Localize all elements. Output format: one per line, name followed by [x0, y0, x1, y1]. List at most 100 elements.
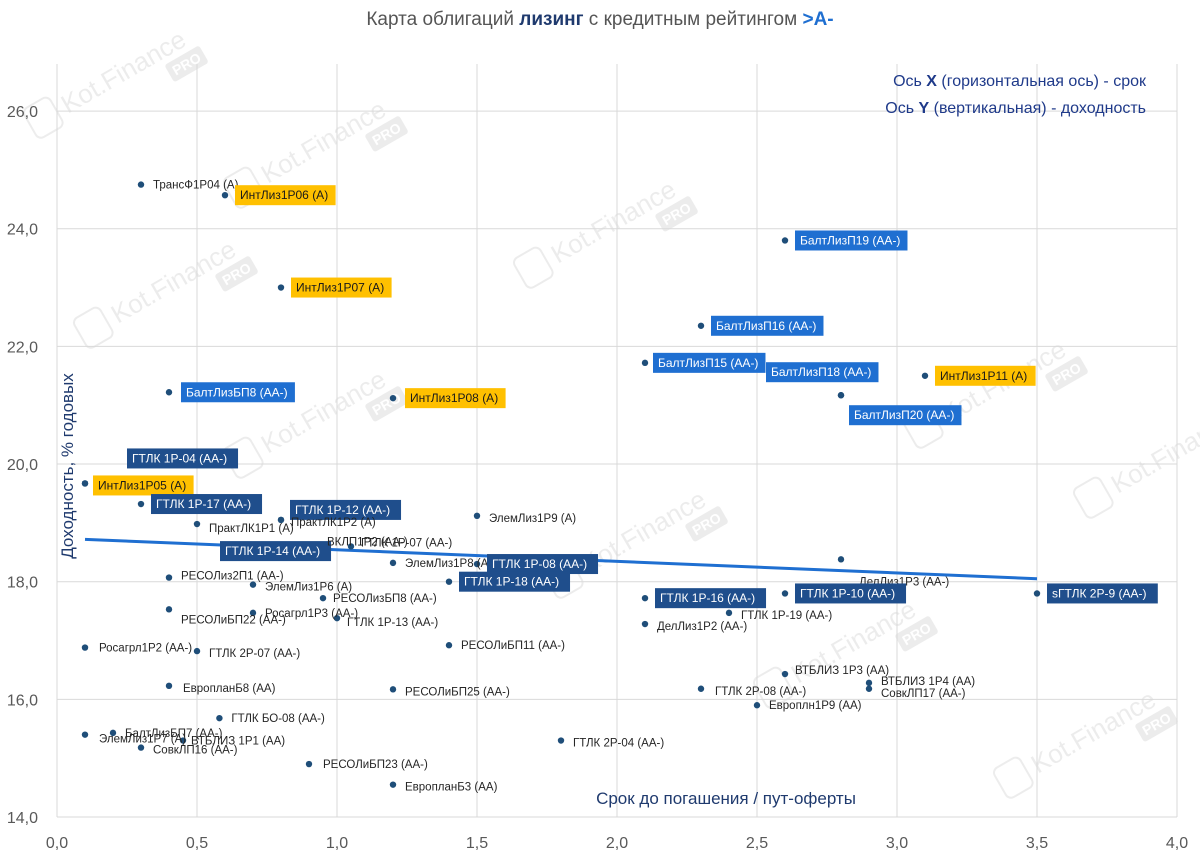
y-tick-label: 20,0 [7, 457, 38, 474]
label-background [795, 583, 907, 604]
x-tick-label: 3,0 [886, 835, 908, 852]
data-point [389, 559, 397, 567]
point-label-box: ГТЛК 1Р-14 (AA-) [220, 541, 332, 562]
note-suffix: (горизонтальная ось) - срок [937, 73, 1147, 90]
data-point [137, 181, 145, 188]
data-point [753, 702, 761, 709]
point-label: РЕСОЛиБП23 (AA-) [323, 759, 428, 771]
point-label: ЕвропланБ8 (AA) [183, 683, 276, 695]
gridlines [56, 64, 1178, 818]
point-label-box: ИнтЛиз1Р08 (A) [405, 388, 506, 409]
point-label-box: ИнтЛиз1Р06 (A) [235, 185, 336, 206]
data-point [249, 609, 257, 617]
point-label-box: ГТЛК 1Р-17 (AA-) [151, 494, 263, 515]
watermark-badge [655, 196, 698, 232]
data-point [319, 594, 327, 602]
watermark-cat-icon [1073, 476, 1114, 519]
point-label-box: sГТЛК 2Р-9 (AA-) [1047, 583, 1158, 604]
data-point [837, 392, 845, 399]
x-tick-label: 0,0 [46, 835, 68, 852]
label-background [653, 352, 766, 373]
data-point [473, 560, 481, 568]
data-point [179, 737, 187, 744]
point-label: ГТЛК 1Р-17 (AA-) [156, 497, 251, 511]
data-point [781, 670, 789, 678]
watermark-badge [215, 256, 258, 292]
point-label: ИнтЛиз1Р11 (A) [940, 369, 1027, 383]
axis-legend-note: Ось X (горизонтальная ось) - срок Ось Y … [885, 73, 1147, 117]
point-label: ВКЛП1Р2 (AA-) [327, 537, 408, 549]
point-label: Росагрл1Р2 (AA-) [99, 643, 192, 655]
label-background [220, 541, 332, 562]
data-point [473, 512, 481, 519]
point-label-box: ГТЛК 1Р-04 (AA-) [127, 448, 239, 469]
point-label-box: БалтЛизП15 (AA-) [653, 352, 766, 373]
points-layer [81, 181, 1041, 788]
y-tick-label: 24,0 [7, 222, 38, 239]
point-label: ГТЛК 1Р-19 (AA-) [741, 610, 832, 622]
point-label: ИнтЛиз1Р06 (A) [240, 188, 328, 202]
label-background [795, 230, 908, 251]
point-label: ИнтЛиз1Р08 (A) [410, 391, 498, 405]
point-label: БалтЛизБП7 (AA-) [125, 728, 223, 740]
title-part-0: Карта облигаций [366, 9, 519, 30]
point-label: ЭлемЛиз1Р8 (A) [405, 558, 492, 570]
title-part-2: с кредитным рейтингом [584, 9, 803, 30]
watermark-badge [895, 616, 938, 652]
data-point [1033, 590, 1041, 597]
point-label: ГТЛК 1Р-16 (AA-) [660, 591, 755, 605]
point-label: ЭлемЛиз1Р7 (A) [99, 734, 186, 746]
x-axis-label: Срок до погашения / пут-оферты [596, 789, 856, 808]
data-point [193, 520, 201, 528]
data-point [641, 594, 649, 602]
data-point [193, 647, 201, 655]
data-point [725, 609, 733, 617]
point-label: ЭлемЛиз1Р6 (A) [265, 582, 352, 594]
label-background [290, 499, 402, 520]
data-point [165, 606, 173, 613]
data-point [557, 737, 565, 744]
data-point [921, 372, 929, 379]
data-point [641, 620, 649, 628]
data-point [865, 679, 873, 687]
point-label: БалтЛизП19 (AA-) [800, 233, 900, 247]
watermark-badge [365, 386, 408, 422]
data-point [333, 614, 341, 622]
point-label: ГТЛК 2Р-08 (AA-) [715, 686, 806, 698]
watermark-cat-icon [73, 306, 114, 349]
point-label-box: ГТЛК 1Р-10 (AA-) [795, 583, 907, 604]
data-point [277, 516, 285, 524]
y-axis-label: Доходность, % годовых [58, 373, 77, 559]
point-label: ГТЛК 1Р-10 (AA-) [800, 586, 895, 600]
x-tick-label: 0,5 [186, 835, 208, 852]
point-label: ВТБЛИЗ 1Р4 (AA) [881, 676, 975, 688]
label-background [151, 494, 263, 515]
x-tick-label: 1,0 [326, 835, 348, 852]
data-point [81, 480, 89, 487]
point-label-box: ИнтЛиз1Р07 (A) [291, 277, 392, 298]
data-point [389, 394, 397, 402]
point-label-box: ГТЛК 1Р-08 (AA-) [487, 554, 599, 575]
point-label: ЕвропланБ3 (AA) [405, 782, 498, 794]
note-axis: X [926, 73, 937, 90]
data-point [249, 581, 257, 588]
watermark-cat-icon [753, 666, 794, 709]
label-background [655, 588, 767, 609]
point-label-box: ГТЛК 1Р-12 (AA-) [290, 499, 402, 520]
data-point [837, 556, 845, 563]
point-label: ИнтЛиз1Р05 (A) [98, 478, 186, 492]
point-label: ГТЛК 1Р-08 (AA-) [492, 557, 587, 571]
point-label: ГТЛК 1Р-13 (AA-) [347, 617, 438, 629]
point-label: БалтЛизП15 (AA-) [658, 356, 758, 370]
data-point [277, 284, 285, 291]
point-label-box: БалтЛизП16 (AA-) [711, 315, 824, 336]
axes: 0,0 0,5 1,0 1,5 2,0 2,5 3,0 3,5 4,0 14,0 16,0 18,0 2… [7, 104, 1188, 852]
point-label: ГТЛК 1Р-07 (AA-) [361, 537, 452, 549]
